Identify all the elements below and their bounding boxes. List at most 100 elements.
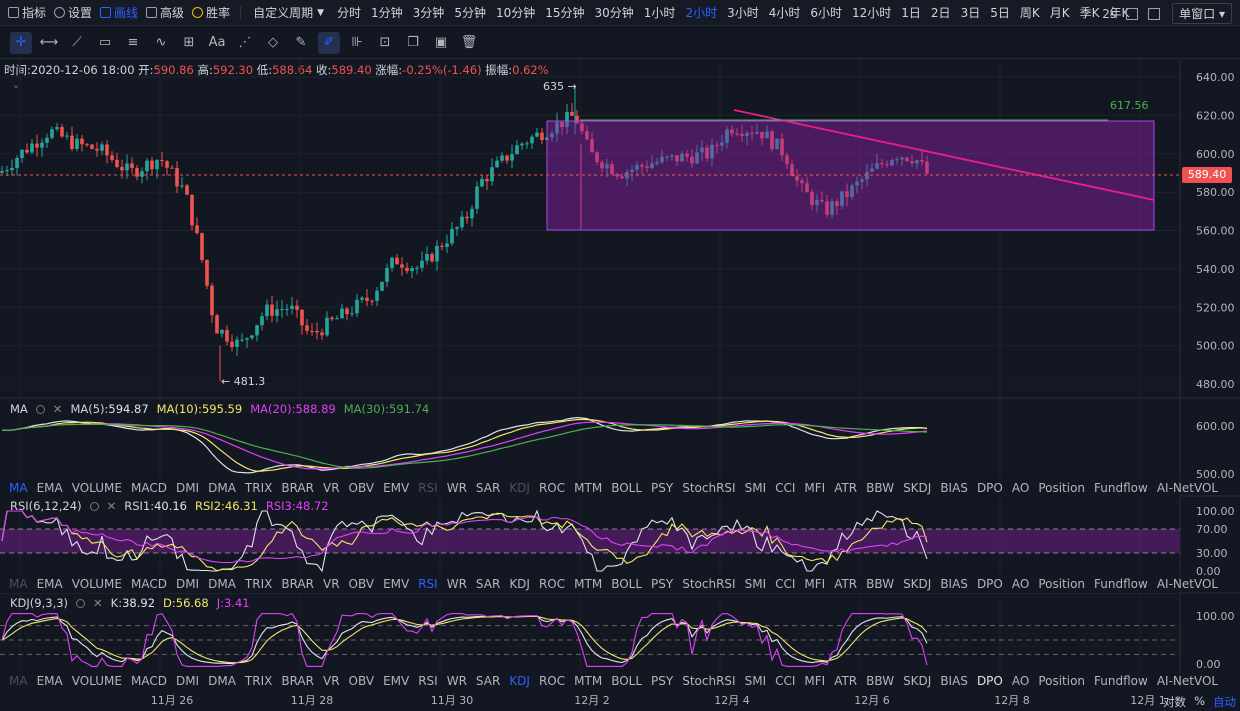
horizontal-line-icon[interactable]: ⟷ [39, 35, 59, 50]
period-6[interactable]: 30分钟 [594, 6, 634, 20]
indicator-tab-kdj[interactable]: KDJ [509, 481, 530, 495]
indicator-tab-trix[interactable]: TRIX [244, 481, 273, 495]
image-icon[interactable]: ▣ [434, 35, 448, 50]
trend-line-icon[interactable]: ⟋ [72, 35, 82, 50]
crosshair-icon[interactable]: ✛ [10, 31, 32, 54]
indicator-tab-trix[interactable]: TRIX [244, 674, 273, 688]
indicator-tab-stochrsi[interactable]: StochRSI [682, 674, 736, 688]
indicator-tab-ema[interactable]: EMA [36, 674, 63, 688]
lock-icon[interactable]: ⊡ [379, 35, 391, 50]
rectangle-icon[interactable]: ▭ [98, 35, 112, 50]
indicator-tab-macd[interactable]: MACD [130, 481, 167, 495]
percent-scale-toggle[interactable]: % [1194, 694, 1205, 708]
indicator-tab-rsi[interactable]: RSI [418, 674, 438, 688]
indicator-tab-roc[interactable]: ROC [538, 674, 566, 688]
indicator-tab-cci[interactable]: CCI [775, 577, 796, 591]
indicator-tab-ai-netvol[interactable]: AI-NetVOL [1156, 481, 1219, 495]
period-11[interactable]: 6小时 [810, 6, 842, 20]
indicator-tab-position[interactable]: Position [1038, 577, 1086, 591]
indicator-tab-bias[interactable]: BIAS [940, 577, 968, 591]
indicator-tab-emv[interactable]: EMV [383, 481, 410, 495]
settings-button[interactable]: 设置 [54, 4, 92, 21]
indicator-tab-cci[interactable]: CCI [775, 481, 796, 495]
period-18[interactable]: 月K [1049, 6, 1070, 20]
wave-icon[interactable]: ∿ [155, 35, 167, 50]
indicator-tab-ao[interactable]: AO [1011, 674, 1030, 688]
indicator-tab-ma[interactable]: MA [9, 674, 28, 688]
indicator-tab-ai-netvol[interactable]: AI-NetVOL [1156, 674, 1219, 688]
indicator-tab-smi[interactable]: SMI [744, 577, 767, 591]
indicator-tab-cci[interactable]: CCI [775, 674, 796, 688]
indicator-tab-dma[interactable]: DMA [208, 674, 236, 688]
range-rectangle[interactable] [546, 120, 1155, 231]
indicator-tab-bbw[interactable]: BBW [866, 674, 895, 688]
brush-icon[interactable]: ✎ [295, 35, 307, 50]
indicator-tab-brar[interactable]: BRAR [281, 481, 314, 495]
indicator-tab-bias[interactable]: BIAS [940, 674, 968, 688]
indicator-tab-skdj[interactable]: SKDJ [903, 577, 932, 591]
period-5[interactable]: 15分钟 [545, 6, 585, 20]
period-17[interactable]: 周K [1019, 6, 1040, 20]
copy-icon[interactable]: ❐ [407, 35, 419, 50]
indicator-tab-rsi[interactable]: RSI [418, 577, 438, 591]
indicator-tab-sar[interactable]: SAR [475, 674, 501, 688]
ma-close-icon[interactable]: ✕ [52, 402, 63, 416]
measure-icon[interactable]: ⊪ [351, 35, 363, 50]
indicator-tab-vr[interactable]: VR [322, 674, 340, 688]
period-13[interactable]: 1日 [901, 6, 921, 20]
ma-settings-icon[interactable] [35, 404, 45, 414]
indicator-tab-fundflow[interactable]: Fundflow [1094, 481, 1148, 495]
indicator-tab-psy[interactable]: PSY [651, 577, 674, 591]
indicator-tab-emv[interactable]: EMV [383, 674, 410, 688]
kdj-settings-icon[interactable] [76, 598, 86, 608]
auto-scale-toggle[interactable]: 自动 [1213, 695, 1236, 709]
indicator-tab-mtm[interactable]: MTM [574, 481, 603, 495]
period-16[interactable]: 5日 [990, 6, 1010, 20]
indicator-tab-volume[interactable]: VOLUME [71, 481, 122, 495]
indicator-button[interactable]: 指标 [8, 4, 46, 21]
indicator-tab-ao[interactable]: AO [1011, 481, 1030, 495]
period-12[interactable]: 12小时 [852, 6, 892, 20]
rsi-settings-icon[interactable] [89, 501, 99, 511]
indicator-tab-skdj[interactable]: SKDJ [903, 481, 932, 495]
indicator-tab-wr[interactable]: WR [446, 481, 467, 495]
refresh-interval[interactable]: 2s [1102, 6, 1117, 21]
indicator-tab-sar[interactable]: SAR [475, 577, 501, 591]
indicator-tab-atr[interactable]: ATR [834, 674, 858, 688]
indicator-tab-smi[interactable]: SMI [744, 674, 767, 688]
indicator-tab-smi[interactable]: SMI [744, 481, 767, 495]
kdj-close-icon[interactable]: ✕ [93, 596, 103, 610]
indicator-tab-ema[interactable]: EMA [36, 577, 63, 591]
draw-button[interactable]: 画线 [100, 4, 138, 21]
indicator-tab-vr[interactable]: VR [322, 577, 340, 591]
period-7[interactable]: 1小时 [643, 6, 676, 20]
indicator-tab-vr[interactable]: VR [322, 481, 340, 495]
window-mode-dropdown[interactable]: 单窗口 ▾ [1172, 3, 1232, 24]
period-20[interactable]: 年K [1109, 6, 1130, 20]
winrate-button[interactable]: 胜率 [192, 4, 230, 21]
indicator-tab-dma[interactable]: DMA [208, 481, 236, 495]
indicator-tab-dpo[interactable]: DPO [976, 577, 1003, 591]
indicator-tab-position[interactable]: Position [1038, 674, 1086, 688]
indicator-tab-psy[interactable]: PSY [651, 674, 674, 688]
indicator-tab-dmi[interactable]: DMI [175, 481, 200, 495]
log-scale-toggle[interactable]: 对数 [1163, 695, 1187, 709]
indicator-tab-wr[interactable]: WR [446, 577, 467, 591]
indicator-tab-mtm[interactable]: MTM [574, 674, 603, 688]
indicator-tab-mfi[interactable]: MFI [804, 577, 826, 591]
indicator-tab-boll[interactable]: BOLL [611, 577, 643, 591]
indicator-tab-obv[interactable]: OBV [348, 674, 375, 688]
indicator-tab-bbw[interactable]: BBW [866, 577, 895, 591]
indicator-tab-psy[interactable]: PSY [651, 481, 674, 495]
fullscreen-icon[interactable] [1126, 7, 1139, 20]
indicator-tab-stochrsi[interactable]: StochRSI [682, 481, 736, 495]
eraser-icon[interactable]: ◇ [268, 35, 278, 50]
indicator-tab-roc[interactable]: ROC [538, 481, 566, 495]
collapse-chevron-icon[interactable]: ⌄ [12, 80, 21, 91]
indicator-tab-stochrsi[interactable]: StochRSI [682, 577, 736, 591]
period-1[interactable]: 1分钟 [371, 6, 403, 20]
indicator-tab-fundflow[interactable]: Fundflow [1094, 674, 1148, 688]
grid-icon[interactable]: ⊞ [183, 35, 195, 50]
period-15[interactable]: 3日 [960, 6, 981, 20]
indicator-tab-dpo[interactable]: DPO [976, 674, 1003, 688]
